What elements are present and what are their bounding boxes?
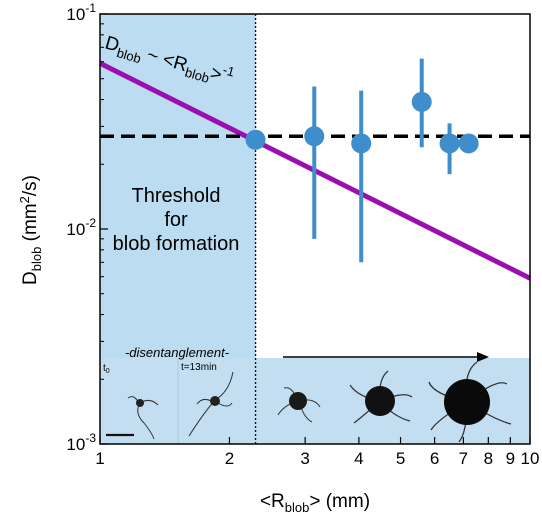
x-tick-label-2: 2 — [225, 449, 234, 468]
y-tick-label--2: 10-2 — [66, 216, 96, 239]
threshold-text-line-3: blob formation — [113, 233, 240, 255]
x-tick-label-5: 5 — [396, 449, 405, 468]
data-point-0 — [245, 129, 266, 150]
data-point-2 — [351, 133, 372, 154]
threshold-text: Threshold for blob formation — [113, 185, 240, 255]
y-axis-ticks: 10-3 10-2 10-1 — [66, 1, 108, 454]
x-tick-label-10: 10 — [521, 449, 540, 468]
data-point-4 — [439, 133, 460, 154]
x-tick-label-3: 3 — [300, 449, 309, 468]
data-point-1 — [304, 126, 325, 147]
x-tick-label-8: 8 — [484, 449, 493, 468]
blob-t0 — [136, 399, 144, 407]
y-tick-label--1: 10-1 — [66, 1, 96, 24]
inset-t13-label: t=13min — [181, 362, 217, 373]
data-point-5 — [458, 133, 479, 154]
inset-arrow-head — [477, 352, 489, 362]
x-tick-label-9: 9 — [506, 449, 515, 468]
x-axis-ticks: 1 2 3 4 5 6 7 8 9 10 — [95, 437, 539, 468]
inset-t0-label: t0 — [103, 363, 110, 375]
x-axis-title: <Rblob> (mm) — [260, 491, 370, 515]
blob-t13 — [210, 396, 220, 406]
x-tick-label-1: 1 — [95, 449, 104, 468]
inset-title: -disentanglement- — [125, 345, 230, 360]
x-tick-label-7: 7 — [459, 449, 468, 468]
data-points — [245, 91, 479, 154]
y-axis-title: Dblob (mm2/s) — [17, 175, 44, 285]
image-inset: -disentanglement- t0 t=13min — [100, 345, 530, 444]
x-tick-label-6: 6 — [430, 449, 439, 468]
threshold-text-line-1: Threshold — [132, 185, 221, 207]
y-tick-label--3: 10-3 — [66, 431, 96, 454]
x-tick-label-4: 4 — [354, 449, 363, 468]
blob-large — [444, 379, 490, 425]
blob-small — [289, 392, 307, 410]
blob-medium — [365, 386, 395, 416]
data-point-3 — [411, 91, 432, 112]
threshold-text-line-2: for — [164, 209, 188, 231]
